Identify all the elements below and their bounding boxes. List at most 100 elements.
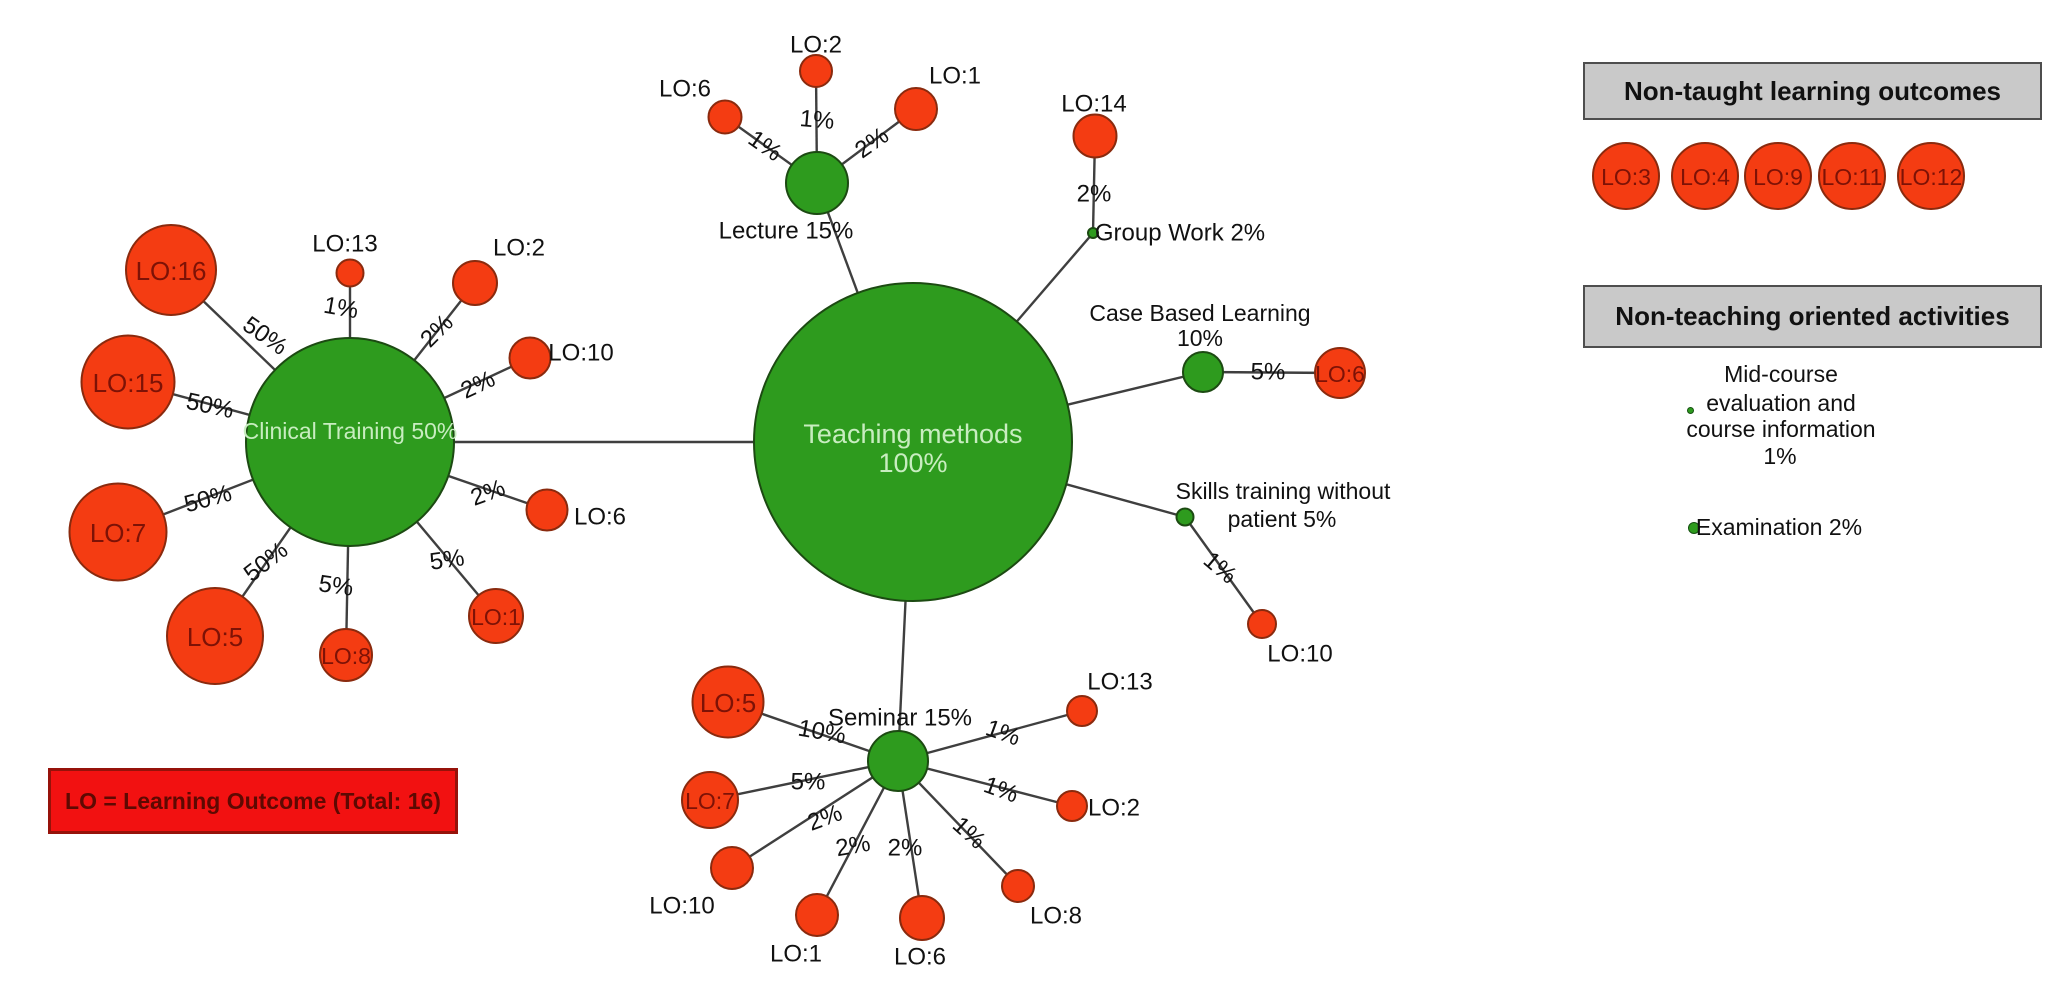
panel-lo-circle-1 [1671,142,1739,210]
node-label-lo10s: LO:10 [1267,641,1332,668]
node-label-lo5s: LO:5 [700,688,756,718]
edge-pct-label-0: 50% [238,311,293,361]
midcourse-label-line-2: course information [1686,416,1876,442]
node-lo6l [707,99,743,135]
node-label-lo7s: LO:7 [685,788,735,814]
diagram-title-6: 10% [1177,325,1223,351]
edge-pct-label-4: 50% [184,388,237,424]
node-lo5s [691,665,765,739]
midcourse-dot [1686,406,1694,414]
node-lo8s [1001,869,1035,903]
edge-pct-label-2: 2% [415,309,459,353]
node-lo10m [710,846,754,890]
node-label-lo6b: LO:6 [1315,361,1365,387]
diagram-title-9: patient 5% [1228,506,1337,532]
panel-lo-circle-3 [1818,142,1886,210]
node-label-lo6s: LO:6 [894,944,946,971]
node-lo1s [795,893,839,937]
edge-skills-lo10s [1184,516,1263,625]
edge-pct-label-13: 2% [1077,181,1112,208]
node-lo5c [166,587,264,685]
node-lo2s [1056,790,1088,822]
node-label-lo6l: LO:6 [659,76,711,103]
node-label-lo13c: LO:13 [312,231,377,258]
edge-pct-label-9: 2% [467,474,509,511]
edge-pct-label-23: 1% [982,714,1024,751]
node-label-lo1l: LO:1 [929,63,981,90]
edge-pct-label-8: 5% [428,544,466,576]
node-lo1l [894,87,938,131]
edge-pct-label-20: 2% [888,835,923,862]
panel-lo-circle-0 [1592,142,1660,210]
panel-non-teaching-title: Non-teaching oriented activities [1615,301,2010,331]
panel-lo-circle-2 [1744,142,1812,210]
edge-seminar-lo7s [709,759,899,802]
edge-pct-label-3: 2% [457,365,500,404]
diagram-title-1: 100% [878,448,947,478]
node-label-lo14: LO:14 [1061,91,1126,118]
panel-lo-label-0: LO:3 [1601,164,1651,190]
node-lo15 [80,334,176,430]
midcourse-label-line-0: Mid-course [1724,361,1838,387]
diagram-title-4: Seminar 15% [828,705,972,732]
node-lo1c [468,588,524,644]
diagram-title-7: Group Work 2% [1095,220,1265,247]
node-label-lo5c: LO:5 [187,622,243,652]
panel-lo-label-1: LO:4 [1680,164,1730,190]
node-lecture [785,151,849,215]
edge-seminar-lo10m [731,759,899,870]
node-label-lo2s: LO:2 [1088,795,1140,822]
edge-pct-label-18: 2% [804,799,846,836]
panel-lo-circle-4 [1897,142,1965,210]
node-label-lo8c: LO:8 [321,643,371,669]
node-label-lo15: LO:15 [93,368,164,398]
node-label-lo13s: LO:13 [1087,669,1152,696]
node-label-lo6c: LO:6 [574,504,626,531]
node-label-lo2l: LO:2 [790,32,842,59]
edge-pct-label-22: 1% [980,771,1022,808]
edge-pct-label-14: 5% [1251,359,1286,386]
panel-lo-label-3: LO:11 [1822,164,1883,190]
node-label-lo10c: LO:10 [548,340,613,367]
edge-pct-label-6: 50% [239,537,293,588]
diagram-title-8: Skills training without [1176,478,1391,504]
node-teaching [753,282,1073,602]
panel-lo-label-4: LO:12 [1900,164,1963,190]
legend-box: LO = Learning Outcome (Total: 16) [48,768,458,834]
node-label-lo10m: LO:10 [649,893,714,920]
panel-non-taught-header: Non-taught learning outcomes [1583,62,2042,120]
node-lo6b [1314,347,1366,399]
panel-non-teaching-header: Non-teaching oriented activities [1583,285,2042,348]
edge-pct-label-7: 5% [317,570,355,602]
node-lo13c [335,258,365,288]
edge-pct-label-11: 1% [799,105,836,135]
panel-non-taught-title: Non-taught learning outcomes [1624,75,2001,106]
node-label-lo2c: LO:2 [493,235,545,262]
node-lo2l [799,54,833,88]
node-lo16 [125,224,217,316]
edge-pct-label-17: 5% [791,769,826,796]
midcourse-label-line-3: 1% [1763,443,1797,469]
diagram-title-2: Clinical Training 50% [243,418,458,444]
edge-pct-label-19: 2% [834,830,873,863]
edge-pct-label-10: 1% [743,125,787,167]
node-label-lo1c: LO:1 [471,604,521,630]
node-lo6c [525,488,569,532]
diagram-title-5: Case Based Learning [1089,300,1310,326]
node-lo7s [681,771,739,829]
node-label-lo16: LO:16 [136,256,207,286]
midcourse-label-line-1: evaluation and [1706,390,1856,416]
node-lo7c [68,482,168,582]
node-lo10s [1247,609,1277,639]
edge-pct-label-1: 1% [322,292,361,325]
examination-label: Examination 2% [1695,514,1863,540]
edge-seminar-lo13s [897,709,1083,763]
node-lo14 [1072,113,1118,159]
edge-pct-label-12: 2% [850,122,894,164]
legend-text: LO = Learning Outcome (Total: 16) [65,787,441,814]
node-gw [1087,227,1099,239]
node-lo13s [1066,695,1098,727]
node-lo8c [319,628,373,682]
